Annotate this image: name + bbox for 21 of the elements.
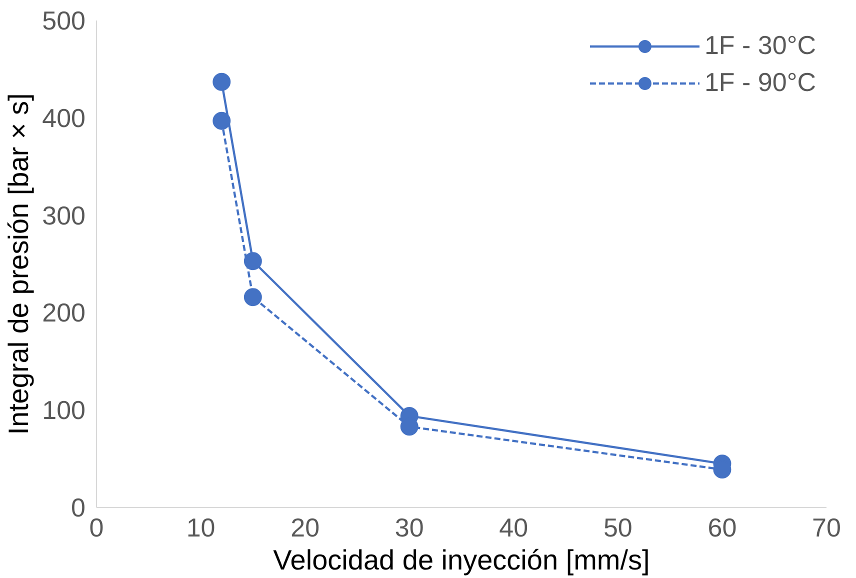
point: [212, 72, 231, 91]
y-axis-title: Integral de presión [bar × s]: [3, 93, 34, 435]
legend-label: 1F - 90°C: [704, 67, 816, 98]
x-tick-label: 40: [499, 512, 528, 542]
x-tick-label: 60: [708, 512, 737, 542]
x-tick-label: 50: [603, 512, 632, 542]
point: [244, 288, 262, 306]
y-tick-label: 100: [42, 395, 86, 426]
x-tick-label: 70: [812, 512, 841, 542]
x-tick-label: 30: [394, 512, 424, 542]
x-axis-title: Velocidad de inyección [mm/s]: [273, 544, 650, 576]
x-tick-label: 20: [290, 512, 320, 542]
legend-label: 1F - 30°C: [704, 30, 816, 61]
y-tick-label: 400: [42, 102, 86, 133]
point: [244, 252, 262, 270]
y-tick-label: 300: [42, 200, 86, 230]
x-tick-label: 10: [186, 512, 216, 542]
point: [212, 112, 231, 130]
y-tick-label: 200: [42, 298, 86, 328]
y-tick-label: 0: [71, 492, 86, 522]
y-tick-label: 500: [42, 6, 86, 36]
